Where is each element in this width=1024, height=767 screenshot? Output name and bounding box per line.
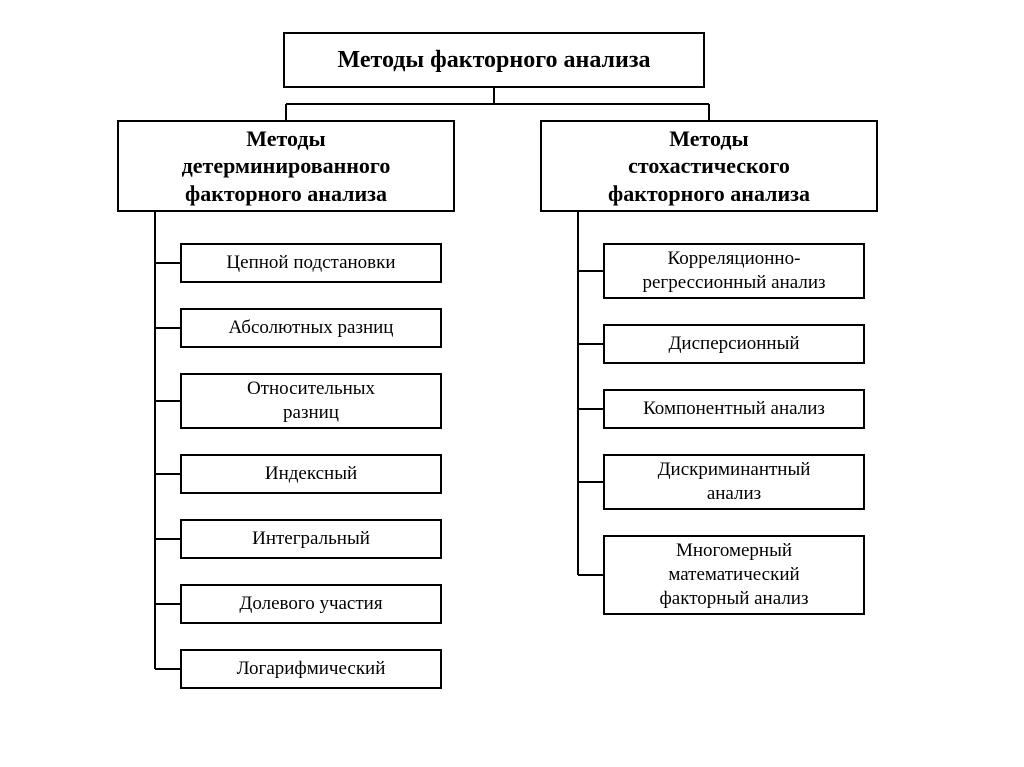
item-connector-right-0 bbox=[578, 270, 603, 272]
root-drop bbox=[493, 88, 495, 104]
item-left-0-label: Цепной подстановки bbox=[226, 251, 395, 275]
branch-stem-right bbox=[577, 212, 579, 575]
item-left-0: Цепной подстановки bbox=[180, 243, 442, 283]
item-right-3-label: Дискриминантный анализ bbox=[658, 458, 811, 506]
item-right-0: Корреляционно- регрессионный анализ bbox=[603, 243, 865, 299]
branch-stem-left bbox=[154, 212, 156, 669]
item-connector-right-4 bbox=[578, 574, 603, 576]
branch-header-right: Методы стохастического факторного анализ… bbox=[540, 120, 878, 212]
root-node: Методы факторного анализа bbox=[283, 32, 705, 88]
item-left-4: Интегральный bbox=[180, 519, 442, 559]
item-connector-left-6 bbox=[155, 668, 180, 670]
item-right-4-label: Многомерный математический факторный ана… bbox=[660, 539, 809, 610]
branch-header-left-label: Методы детерминированного факторного ана… bbox=[182, 125, 391, 208]
branch-drop-right bbox=[708, 104, 710, 120]
item-right-0-label: Корреляционно- регрессионный анализ bbox=[642, 247, 825, 295]
item-connector-left-1 bbox=[155, 327, 180, 329]
item-connector-right-1 bbox=[578, 343, 603, 345]
item-connector-left-0 bbox=[155, 262, 180, 264]
item-right-3: Дискриминантный анализ bbox=[603, 454, 865, 510]
item-connector-left-5 bbox=[155, 603, 180, 605]
item-left-5: Долевого участия bbox=[180, 584, 442, 624]
item-connector-left-4 bbox=[155, 538, 180, 540]
root-node-label: Методы факторного анализа bbox=[337, 45, 650, 75]
item-connector-right-3 bbox=[578, 481, 603, 483]
item-left-4-label: Интегральный bbox=[252, 527, 370, 551]
item-left-2-label: Относительных разниц bbox=[247, 377, 375, 425]
item-left-5-label: Долевого участия bbox=[239, 592, 382, 616]
item-left-3-label: Индексный bbox=[265, 462, 357, 486]
item-connector-left-2 bbox=[155, 400, 180, 402]
root-bus bbox=[286, 103, 709, 105]
item-right-2: Компонентный анализ bbox=[603, 389, 865, 429]
diagram-canvas: Методы факторного анализа Методы детермин… bbox=[0, 0, 1024, 767]
item-right-2-label: Компонентный анализ bbox=[643, 397, 825, 421]
item-right-4: Многомерный математический факторный ана… bbox=[603, 535, 865, 615]
branch-drop-left bbox=[285, 104, 287, 120]
item-left-1: Абсолютных разниц bbox=[180, 308, 442, 348]
item-connector-right-2 bbox=[578, 408, 603, 410]
branch-header-left: Методы детерминированного факторного ана… bbox=[117, 120, 455, 212]
item-left-6: Логарифмический bbox=[180, 649, 442, 689]
item-left-6-label: Логарифмический bbox=[237, 657, 386, 681]
item-left-1-label: Абсолютных разниц bbox=[229, 316, 394, 340]
item-right-1-label: Дисперсионный bbox=[668, 332, 799, 356]
item-connector-left-3 bbox=[155, 473, 180, 475]
item-left-2: Относительных разниц bbox=[180, 373, 442, 429]
item-left-3: Индексный bbox=[180, 454, 442, 494]
item-right-1: Дисперсионный bbox=[603, 324, 865, 364]
branch-header-right-label: Методы стохастического факторного анализ… bbox=[608, 125, 810, 208]
